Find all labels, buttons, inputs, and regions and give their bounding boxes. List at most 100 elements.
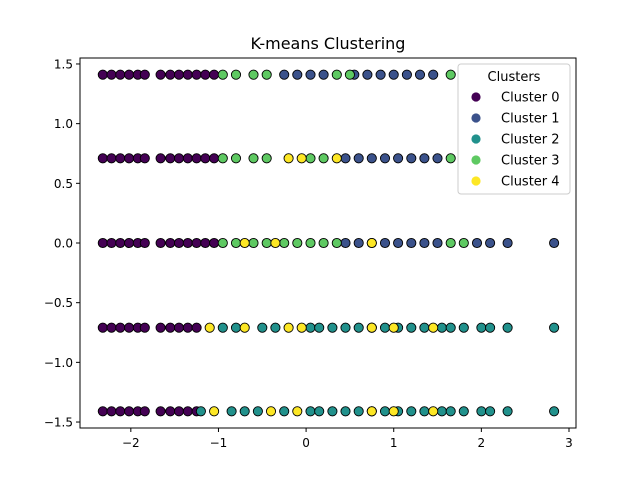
y-tick-label: 0.5 [54,177,73,191]
data-point [445,69,456,80]
data-point [106,237,117,249]
data-point [388,406,399,417]
data-point [331,69,342,80]
series-cluster-2 [195,322,560,417]
y-tick-label: 1.5 [54,57,73,71]
data-point [191,237,202,249]
data-point [419,237,430,249]
data-point [248,237,259,249]
legend-entries: Cluster 0 Cluster 1 Cluster 2 Cluster 3 Clus… [471,91,560,190]
data-point [485,406,496,417]
data-point [445,406,456,417]
data-point [173,406,185,417]
data-point [155,69,166,80]
data-point [139,406,150,417]
data-point [239,406,250,417]
data-point [458,322,469,333]
data-point [375,69,386,80]
data-point [340,153,351,164]
data-point [97,69,108,80]
data-point [182,69,193,80]
data-point [230,153,242,164]
data-point [252,406,263,417]
data-point [353,153,364,164]
x-axis: −2 −1 0 1 2 3 [122,428,573,450]
data-point [428,69,439,80]
data-point [366,237,377,249]
data-point [419,153,430,164]
data-point [419,406,430,417]
data-point [217,237,228,249]
data-point [445,322,456,333]
data-point [393,237,404,249]
data-point [270,237,281,249]
series-cluster-4 [204,153,439,417]
data-point [139,237,150,249]
data-point [327,322,338,333]
legend-marker [471,176,481,186]
data-point [314,322,325,333]
data-point [270,322,281,333]
data-point [428,406,439,417]
data-point [432,153,443,164]
data-point [331,153,342,164]
data-point [340,237,351,249]
data-point [200,237,211,249]
data-point [436,406,447,417]
data-point [340,322,351,333]
data-point [283,153,294,164]
data-point [305,153,316,164]
data-point [217,69,228,80]
legend-marker [471,134,481,144]
data-point [485,237,496,249]
data-point [97,322,108,333]
data-point [217,322,228,333]
data-point [155,406,166,417]
data-point [445,153,456,164]
data-point [476,322,487,333]
data-point [115,322,126,333]
data-point [261,69,272,80]
legend-label: Cluster 1 [501,112,560,127]
data-point [115,237,126,249]
data-point [502,322,513,333]
data-point [549,322,560,333]
data-point [458,406,469,417]
data-point [248,153,259,164]
x-tick-label: 2 [478,436,486,450]
data-point [292,69,303,80]
data-point [502,237,513,249]
data-point [191,69,202,80]
data-point [296,322,307,333]
data-point [428,322,439,333]
data-point [366,153,377,164]
data-point [366,322,377,333]
data-point [115,69,126,80]
data-point [388,69,399,80]
data-point [279,237,290,249]
data-point [305,406,316,417]
data-point [239,322,250,333]
data-point [353,406,364,417]
data-point [191,322,202,333]
legend-marker [471,92,481,102]
y-tick-label: 0.0 [54,237,73,251]
data-point [318,69,329,80]
data-point [124,237,135,249]
data-point [331,237,342,249]
data-point [279,406,290,417]
data-point [283,322,294,333]
data-point [209,69,220,80]
data-point [432,237,443,249]
data-point [401,69,412,80]
data-point [124,406,135,417]
data-point [182,237,193,249]
data-point [366,406,377,417]
data-point [414,69,426,80]
data-point [379,153,391,164]
data-point [200,153,211,164]
data-point [458,237,469,249]
data-point [139,69,150,80]
data-point [265,406,277,417]
